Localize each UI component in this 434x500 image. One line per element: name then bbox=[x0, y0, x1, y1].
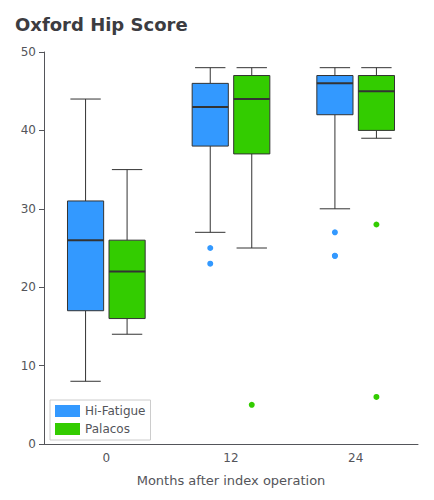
svg-text:Oxford Hip Score: Oxford Hip Score bbox=[15, 14, 188, 35]
svg-text:Hi-Fatigue: Hi-Fatigue bbox=[85, 404, 146, 418]
svg-text:10: 10 bbox=[21, 359, 36, 373]
svg-text:12: 12 bbox=[223, 451, 238, 465]
svg-text:0: 0 bbox=[103, 451, 111, 465]
svg-text:50: 50 bbox=[21, 45, 36, 59]
svg-text:24: 24 bbox=[348, 451, 363, 465]
svg-text:40: 40 bbox=[21, 123, 36, 137]
svg-text:Months after index operation: Months after index operation bbox=[137, 473, 326, 488]
svg-text:20: 20 bbox=[21, 280, 36, 294]
svg-text:30: 30 bbox=[21, 202, 36, 216]
svg-text:0: 0 bbox=[28, 437, 36, 451]
svg-text:Palacos: Palacos bbox=[85, 422, 130, 436]
